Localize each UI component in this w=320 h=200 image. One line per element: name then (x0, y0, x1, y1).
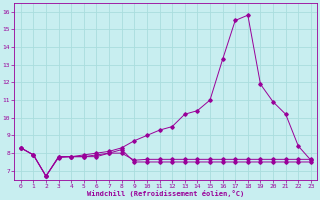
X-axis label: Windchill (Refroidissement éolien,°C): Windchill (Refroidissement éolien,°C) (87, 190, 244, 197)
